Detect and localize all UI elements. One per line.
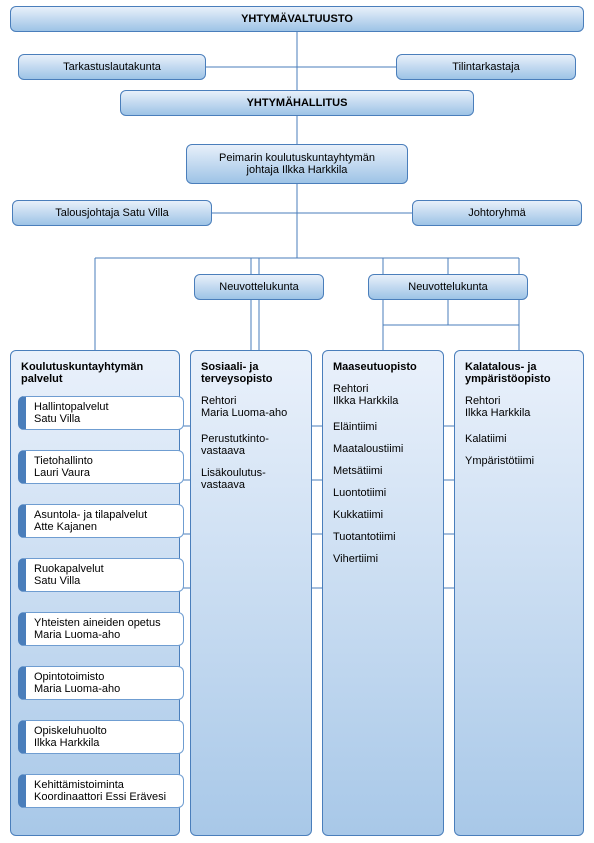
col-maaseutu-title: Maaseutuopisto — [333, 361, 433, 373]
col-maaseutu-item: Metsätiimi — [333, 465, 433, 477]
subbox-person: Atte Kajanen — [34, 521, 175, 533]
col-maaseutu-item: Luontotiimi — [333, 487, 433, 499]
subbox-person: Satu Villa — [34, 413, 175, 425]
subbox-person: Satu Villa — [34, 575, 175, 587]
johtaja-box: Peimarin koulutuskuntayhtymänjohtaja Ilk… — [186, 144, 408, 184]
col-kalatalous-item: Ympäristötiimi — [465, 455, 573, 467]
col-maaseutu: Maaseutuopisto RehtoriIlkka Harkkila Eläin… — [322, 350, 444, 836]
neuvottelukunta-1-box: Neuvottelukunta — [194, 274, 324, 300]
subbox-person: Maria Luoma-aho — [34, 629, 175, 641]
subbox-title: Tietohallinto — [34, 455, 175, 467]
col-kalatalous: Kalatalous- ja ympäristöopisto RehtoriIlk… — [454, 350, 584, 836]
subbox-title: Kehittämistoiminta — [34, 779, 175, 791]
johtaja-box-line: johtaja Ilkka Harkkila — [219, 164, 375, 176]
subbox-person: Ilkka Harkkila — [34, 737, 175, 749]
subbox-person: Lauri Vaura — [34, 467, 175, 479]
col-sosiaali-leader-line: Maria Luoma-aho — [201, 407, 301, 419]
subbox-person: Koordinaattori Essi Erävesi — [34, 791, 175, 803]
tilintarkastaja-box: Tilintarkastaja — [396, 54, 576, 80]
tarkastuslautakunta-box: Tarkastuslautakunta — [18, 54, 206, 80]
col-sosiaali-item: Perustutkinto-vastaava — [201, 433, 301, 457]
palvelut-subbox: RuokapalvelutSatu Villa — [18, 558, 184, 592]
johtoryhma-box: Johtoryhmä — [412, 200, 582, 226]
yhtymavaltuusto-box: YHTYMÄVALTUUSTO — [10, 6, 584, 32]
subbox-title: Yhteisten aineiden opetus — [34, 617, 175, 629]
neuvottelukunta-2-box-label: Neuvottelukunta — [408, 281, 488, 293]
col-sosiaali-title: Sosiaali- ja terveysopisto — [201, 361, 301, 385]
subbox-person: Maria Luoma-aho — [34, 683, 175, 695]
col-sosiaali: Sosiaali- ja terveysopisto RehtoriMaria L… — [190, 350, 312, 836]
johtoryhma-box-label: Johtoryhmä — [468, 207, 525, 219]
talousjohtaja-box: Talousjohtaja Satu Villa — [12, 200, 212, 226]
tilintarkastaja-box-label: Tilintarkastaja — [452, 61, 519, 73]
neuvottelukunta-1-box-label: Neuvottelukunta — [219, 281, 299, 293]
col-kalatalous-item: Kalatiimi — [465, 433, 573, 445]
subbox-title: Ruokapalvelut — [34, 563, 175, 575]
col-sosiaali-leader-line: Rehtori — [201, 395, 301, 407]
subbox-title: Opiskeluhuolto — [34, 725, 175, 737]
col-kalatalous-leader-line: Ilkka Harkkila — [465, 407, 573, 419]
palvelut-subbox: TietohallintoLauri Vaura — [18, 450, 184, 484]
col-palvelut-title: Koulutuskuntayhtymän palvelut — [21, 361, 169, 385]
col-maaseutu-leader-line: Ilkka Harkkila — [333, 395, 433, 407]
subbox-title: Asuntola- ja tilapalvelut — [34, 509, 175, 521]
palvelut-subbox: Yhteisten aineiden opetusMaria Luoma-aho — [18, 612, 184, 646]
yhtymahallitus-box: YHTYMÄHALLITUS — [120, 90, 474, 116]
col-maaseutu-item: Maataloustiimi — [333, 443, 433, 455]
col-maaseutu-item: Eläintiimi — [333, 421, 433, 433]
palvelut-subbox: KehittämistoimintaKoordinaattori Essi Er… — [18, 774, 184, 808]
johtaja-box-line: Peimarin koulutuskuntayhtymän — [219, 152, 375, 164]
col-maaseutu-item: Kukkatiimi — [333, 509, 433, 521]
col-maaseutu-leader-line: Rehtori — [333, 383, 433, 395]
subbox-title: Hallintopalvelut — [34, 401, 175, 413]
palvelut-subbox: OpiskeluhuoltoIlkka Harkkila — [18, 720, 184, 754]
col-maaseutu-item: Vihertiimi — [333, 553, 433, 565]
palvelut-subbox: Asuntola- ja tilapalvelutAtte Kajanen — [18, 504, 184, 538]
talousjohtaja-box-label: Talousjohtaja Satu Villa — [55, 207, 169, 219]
subbox-title: Opintotoimisto — [34, 671, 175, 683]
col-maaseutu-item: Tuotantotiimi — [333, 531, 433, 543]
yhtymahallitus-box-label: YHTYMÄHALLITUS — [247, 97, 348, 109]
tarkastuslautakunta-box-label: Tarkastuslautakunta — [63, 61, 161, 73]
palvelut-subbox: OpintotoimistoMaria Luoma-aho — [18, 666, 184, 700]
neuvottelukunta-2-box: Neuvottelukunta — [368, 274, 528, 300]
palvelut-subbox: HallintopalvelutSatu Villa — [18, 396, 184, 430]
col-kalatalous-leader-line: Rehtori — [465, 395, 573, 407]
yhtymavaltuusto-box-label: YHTYMÄVALTUUSTO — [241, 13, 353, 25]
col-kalatalous-title: Kalatalous- ja ympäristöopisto — [465, 361, 573, 385]
col-sosiaali-item: Lisäkoulutus-vastaava — [201, 467, 301, 491]
